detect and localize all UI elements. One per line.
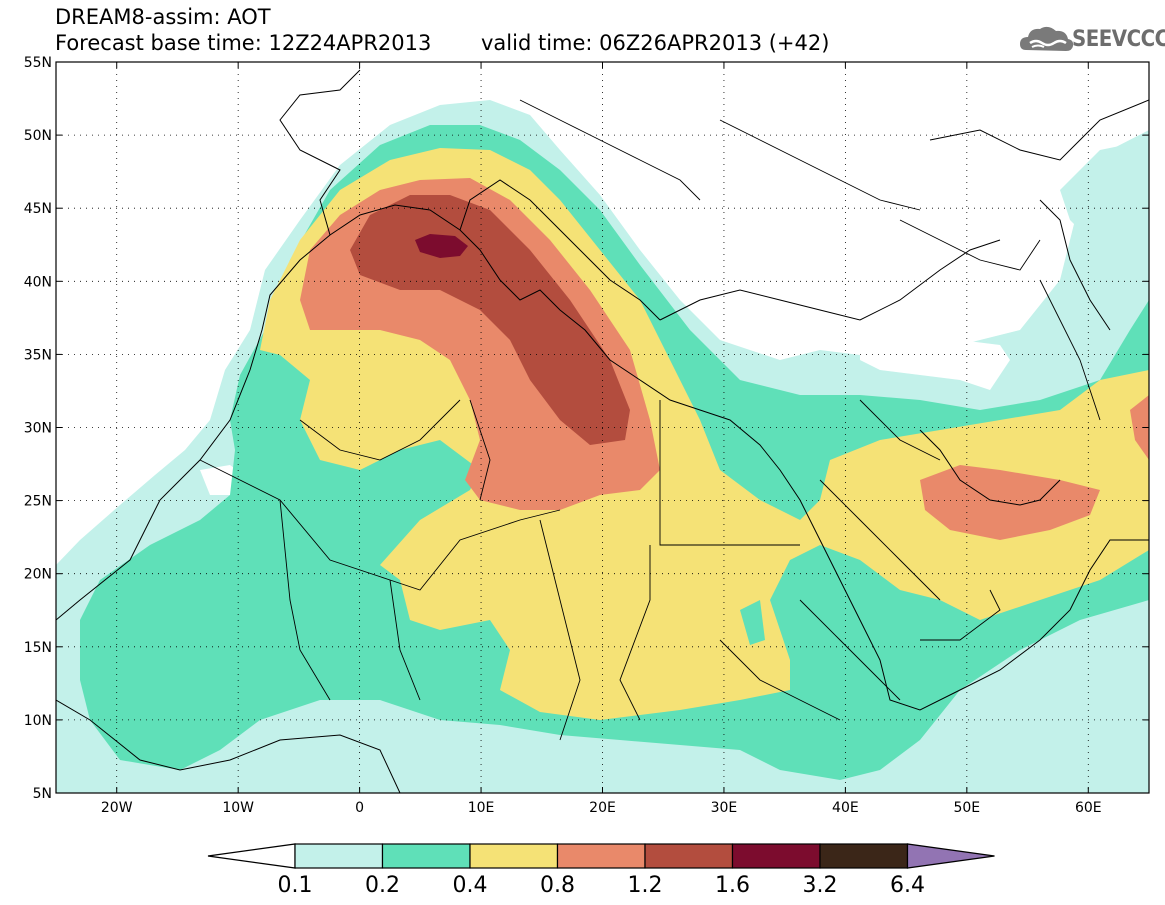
colorbar-low-arrow — [207, 843, 296, 869]
lat-tick-label: 10N — [24, 713, 52, 729]
colorbar-segment — [731, 843, 821, 869]
chart-title: DREAM8-assim: AOT — [55, 5, 271, 29]
latitude-labels: 55N 50N 45N 40N 35N 30N 25N 20N 15N 10N 5N — [24, 55, 52, 802]
axis-ticks — [56, 61, 1149, 794]
lat-tick-label: 45N — [24, 201, 52, 217]
colorbar-segment — [469, 843, 559, 869]
lon-tick-label: 20E — [589, 800, 616, 816]
lon-tick-label: 30E — [711, 800, 738, 816]
colorbar-label: 0.2 — [365, 873, 400, 898]
colorbar-segment — [381, 843, 471, 869]
colorbar-label: 0.1 — [278, 873, 313, 898]
lat-tick-label: 55N — [24, 55, 52, 71]
forecast-base-time: Forecast base time: 12Z24APR2013 — [55, 31, 432, 55]
lat-tick-label: 50N — [24, 128, 52, 144]
colorbar-label: 6.4 — [890, 873, 925, 898]
lon-tick-label: 40E — [832, 800, 859, 816]
colorbar-segment — [294, 843, 384, 869]
valid-time: valid time: 06Z26APR2013 (+42) — [481, 31, 830, 55]
lat-tick-label: 20N — [24, 567, 52, 583]
lon-tick-label: 50E — [953, 800, 980, 816]
lon-tick-label: 10E — [468, 800, 495, 816]
longitude-labels: 20W 10W 0 10E 20E 30E 40E 50E 60E — [101, 800, 1102, 816]
colorbar-label: 0.4 — [453, 873, 488, 898]
lat-tick-label: 15N — [24, 640, 52, 656]
colorbar-label: 1.2 — [628, 873, 663, 898]
lon-tick-label: 0 — [355, 800, 364, 816]
lon-tick-label: 20W — [101, 800, 133, 816]
colorbar-segment — [644, 843, 734, 869]
aot-contour-1.2 — [350, 195, 630, 445]
colorbar-high-arrow — [906, 843, 995, 869]
logo-text: SEEVCCC — [1072, 27, 1165, 52]
colorbar: 0.1 0.2 0.4 0.8 1.2 1.6 3.2 6.4 — [207, 843, 995, 898]
country-borders — [199, 99, 1101, 741]
lat-tick-label: 35N — [24, 347, 52, 363]
lon-tick-label: 60E — [1075, 800, 1102, 816]
colorbar-label: 0.8 — [540, 873, 575, 898]
lat-tick-label: 30N — [24, 421, 52, 437]
lat-tick-label: 25N — [24, 494, 52, 510]
colorbar-label: 3.2 — [803, 873, 838, 898]
lon-tick-label: 10W — [222, 800, 254, 816]
lat-tick-label: 40N — [24, 274, 52, 290]
colorbar-segment — [556, 843, 646, 869]
grid-lines — [56, 62, 1149, 793]
map-plot-area — [56, 62, 1149, 793]
aot-contour-1.6 — [415, 234, 468, 258]
lat-tick-label: 5N — [33, 786, 52, 802]
cloud-icon — [1020, 26, 1074, 51]
colorbar-segment — [819, 843, 909, 869]
colorbar-label: 1.6 — [715, 873, 750, 898]
